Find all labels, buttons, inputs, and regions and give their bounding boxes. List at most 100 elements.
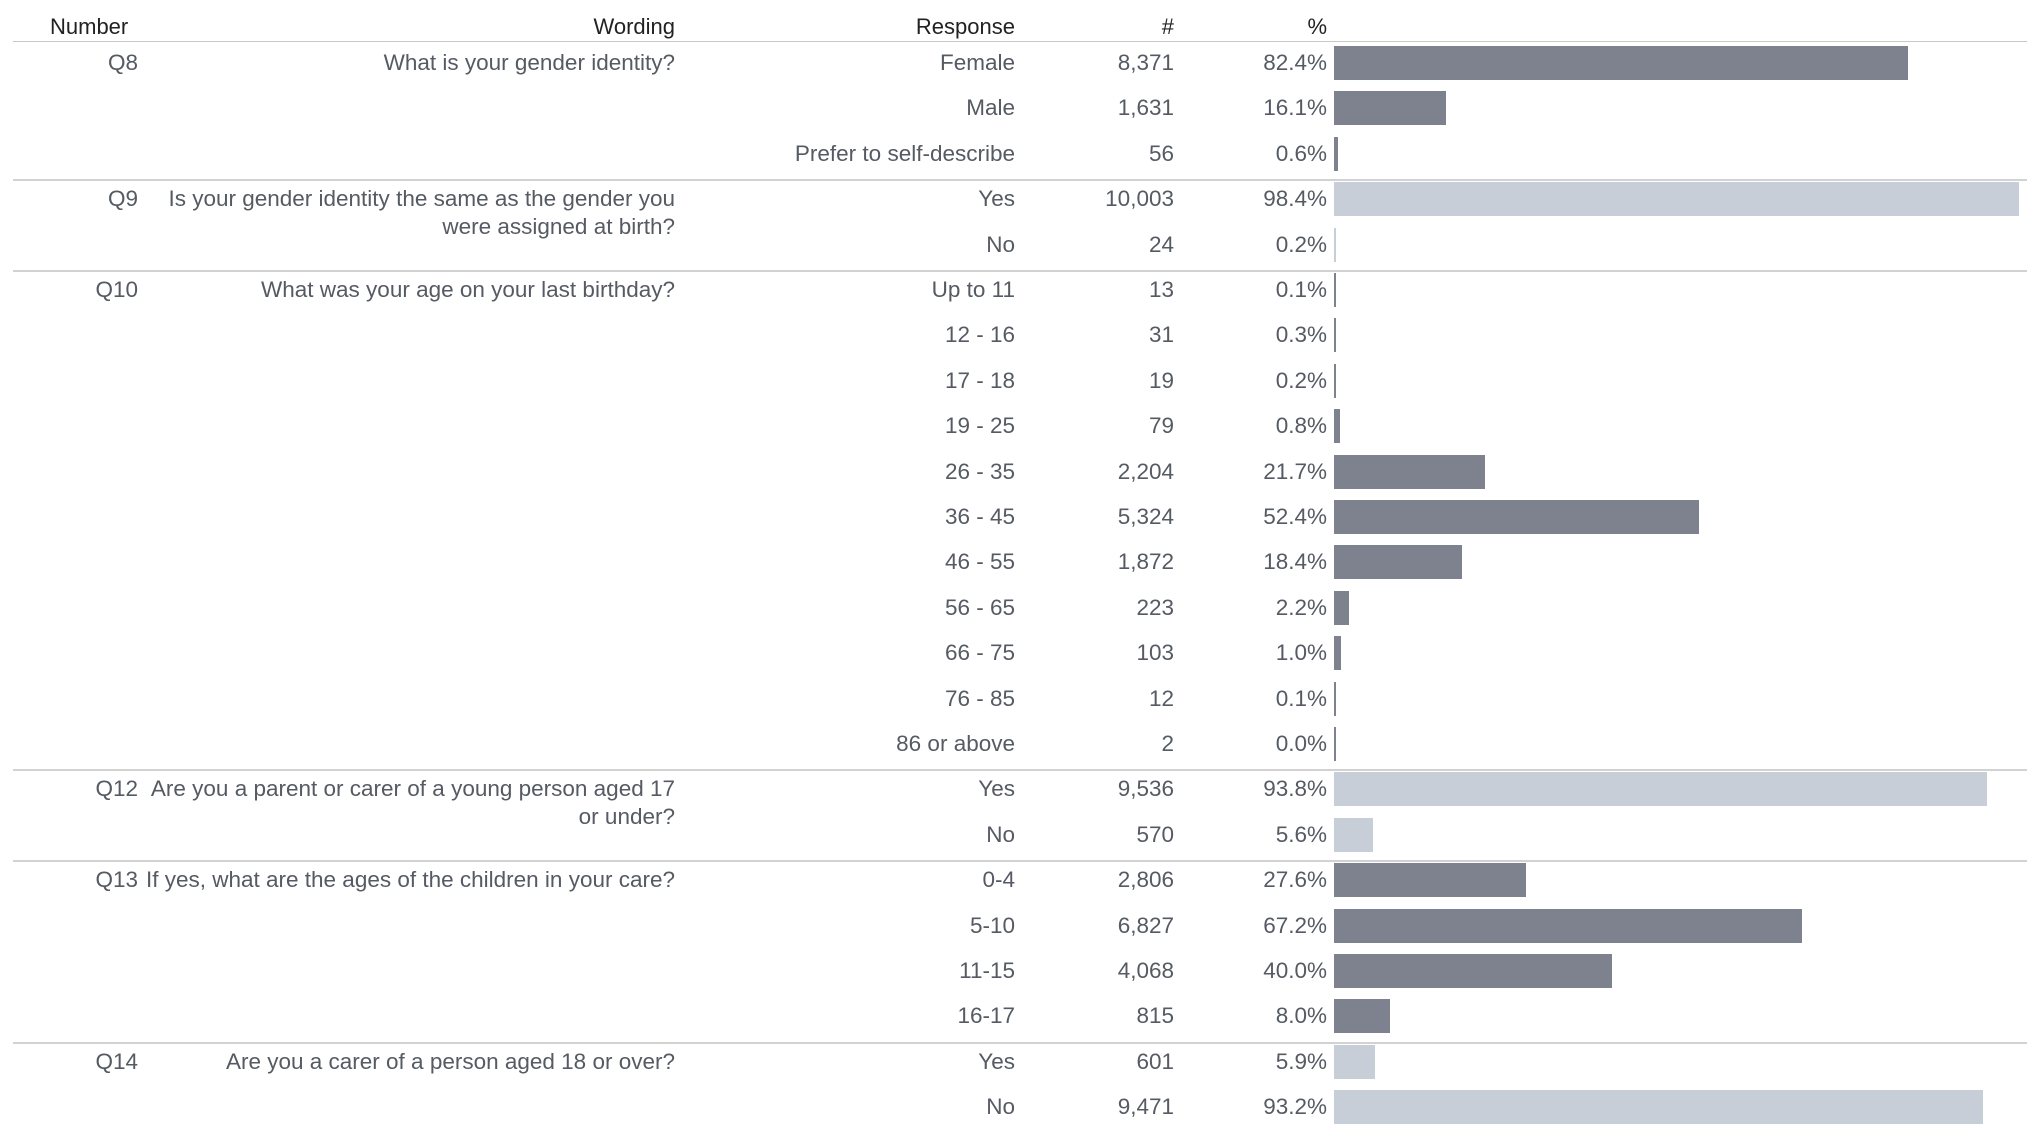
response-label: 12 - 16	[944, 322, 1015, 348]
response-percent: 67.2%	[1263, 912, 1327, 938]
question-number: Q14	[95, 1048, 138, 1074]
response-label: 36 - 45	[944, 504, 1015, 529]
response-percent: 0.8%	[1275, 413, 1327, 439]
response-label: 17 - 18	[944, 367, 1015, 393]
response-bar	[1334, 636, 1341, 671]
question-divider	[13, 179, 2027, 182]
question-number: Q10	[95, 277, 138, 302]
response-label: Female	[939, 50, 1015, 75]
question-wording: What is your gender identity?	[383, 50, 675, 75]
response-label: 11-15	[959, 958, 1015, 983]
response-percent: 8.0%	[1275, 1003, 1327, 1029]
response-bar	[1334, 363, 1336, 398]
response-percent: 2.2%	[1275, 594, 1327, 620]
response-bar	[1334, 545, 1463, 580]
response-label: 56 - 65	[944, 594, 1015, 620]
response-label: Prefer to self-describe	[794, 140, 1015, 166]
response-bar	[1334, 817, 1373, 852]
response-label: 19 - 25	[944, 413, 1015, 439]
response-percent: 82.4%	[1263, 50, 1327, 75]
question-number: Q12	[95, 776, 138, 802]
response-count: 2,806	[1117, 867, 1174, 893]
response-count: 10,003	[1105, 186, 1174, 212]
response-label: 66 - 75	[944, 640, 1015, 666]
response-label: Up to 11	[931, 277, 1015, 302]
response-count: 103	[1136, 640, 1174, 666]
response-bar	[1334, 182, 2019, 217]
question-wording: If yes, what are the ages of the childre…	[145, 867, 675, 893]
question-divider	[13, 1041, 2027, 1044]
question-number: Q8	[107, 50, 138, 75]
response-label: 26 - 35	[944, 458, 1015, 484]
response-count: 79	[1148, 413, 1174, 439]
response-count: 24	[1148, 231, 1174, 257]
question-divider	[13, 270, 2027, 272]
response-label: No	[986, 821, 1015, 847]
question-wording: Are you a parent or carer of a young per…	[150, 776, 675, 830]
response-count: 6,827	[1117, 912, 1174, 938]
response-percent: 18.4%	[1263, 549, 1327, 575]
response-label: No	[986, 231, 1015, 257]
response-percent: 0.2%	[1275, 367, 1327, 393]
response-count: 19	[1148, 367, 1174, 393]
response-percent: 0.1%	[1275, 277, 1327, 302]
response-count: 601	[1136, 1048, 1174, 1074]
response-percent: 5.6%	[1275, 821, 1327, 847]
response-percent: 0.0%	[1275, 731, 1327, 756]
response-bar	[1334, 590, 1350, 625]
response-count: 8,371	[1117, 50, 1174, 75]
response-bar	[1334, 681, 1336, 716]
response-percent: 93.8%	[1263, 776, 1327, 802]
response-count: 2,204	[1117, 458, 1174, 484]
response-label: Yes	[978, 776, 1015, 802]
response-count: 2	[1161, 731, 1174, 756]
response-percent: 52.4%	[1263, 504, 1327, 529]
response-percent: 1.0%	[1275, 640, 1327, 666]
question-wording: What was your age on your last birthday?	[261, 277, 675, 302]
response-count: 4,068	[1117, 958, 1174, 983]
response-bar	[1334, 1044, 1376, 1079]
response-percent: 27.6%	[1263, 867, 1327, 893]
response-percent: 21.7%	[1263, 458, 1327, 484]
response-percent: 40.0%	[1263, 958, 1327, 983]
response-bar	[1334, 999, 1390, 1034]
response-label: Yes	[978, 1048, 1015, 1074]
response-bar	[1334, 908, 1802, 943]
header-response: Response	[915, 14, 1015, 39]
response-count: 5,324	[1117, 504, 1174, 529]
question-divider	[13, 860, 2027, 863]
response-label: 0-4	[982, 867, 1015, 893]
response-count: 570	[1136, 821, 1174, 847]
response-count: 12	[1148, 685, 1174, 711]
question-number: Q13	[95, 867, 138, 893]
question-wording: Is your gender identity the same as the …	[168, 186, 675, 240]
response-label: Yes	[978, 186, 1015, 212]
response-percent: 98.4%	[1263, 186, 1327, 212]
response-bar	[1334, 136, 1339, 171]
response-bar	[1334, 91, 1447, 126]
response-bar	[1334, 409, 1340, 444]
response-count: 9,536	[1117, 776, 1174, 802]
response-label: Male	[966, 95, 1015, 121]
response-bar	[1334, 954, 1613, 988]
response-label: 5-10	[969, 912, 1015, 938]
response-label: 16-17	[957, 1003, 1015, 1029]
question-divider	[13, 769, 2027, 772]
response-label: 76 - 85	[944, 685, 1015, 711]
response-count: 56	[1148, 140, 1174, 166]
response-count: 9,471	[1117, 1094, 1174, 1120]
header-divider	[13, 41, 2027, 42]
response-count: 31	[1148, 322, 1174, 348]
header-percent: %	[1307, 14, 1327, 39]
response-bar	[1334, 772, 1987, 807]
response-count: 815	[1136, 1003, 1174, 1029]
response-bar	[1334, 227, 1336, 262]
response-count: 223	[1136, 594, 1174, 620]
response-count: 1,872	[1117, 549, 1174, 575]
response-bar	[1334, 500, 1699, 534]
response-count: 13	[1148, 277, 1174, 302]
response-percent: 0.6%	[1275, 140, 1327, 166]
question-number: Q9	[107, 186, 138, 212]
response-bar	[1334, 318, 1337, 353]
